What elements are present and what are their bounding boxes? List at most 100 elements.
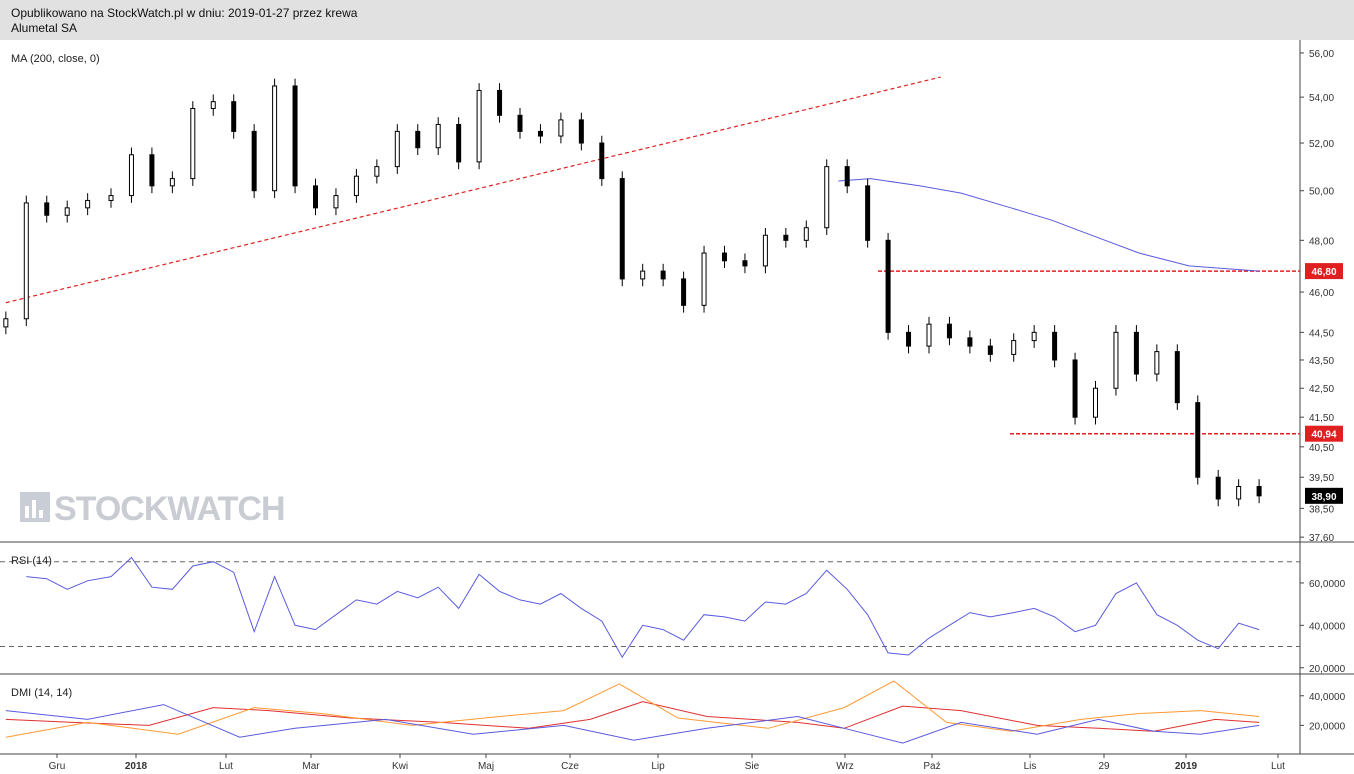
y-tick-label: 46,00 [1309,288,1334,299]
candle [3,311,9,335]
candle-body [1052,331,1058,361]
candle [844,159,850,194]
candle [44,195,50,223]
y-tick-label: 20,0000 [1309,721,1346,732]
candle-body [762,234,768,267]
candle-body [844,166,850,187]
candle [619,171,625,287]
candle [108,188,114,208]
candle [64,200,70,223]
y-tick-label: 39,50 [1309,473,1334,484]
y-tick-label: 52,00 [1309,139,1334,150]
candle-body [1133,331,1139,375]
x-tick-label: Lip [651,761,665,772]
candle-body [599,142,605,180]
x-tick-label: Wrz [836,761,854,772]
candle [906,325,912,354]
level-label-box [1305,425,1343,442]
candle [701,245,707,313]
y-tick-label: 50,00 [1309,187,1334,198]
candle-body [64,207,70,216]
candle-body [640,270,646,280]
candle-body [85,199,91,209]
candle [1133,325,1139,382]
y-tick-label: 48,00 [1309,236,1334,247]
candle-body [313,185,319,209]
candle-body [803,227,809,241]
y-tick-label: 43,50 [1309,356,1334,367]
candle [394,124,400,174]
candle [640,263,646,287]
candle-body [149,154,155,187]
candle [824,159,830,236]
x-tick-label: 2018 [125,761,148,772]
y-tick-label: 56,00 [1309,49,1334,60]
candle [681,271,687,313]
trendline [5,76,941,304]
candle-body [578,119,584,144]
candle [1093,380,1099,425]
candle [353,168,359,203]
candle [231,94,237,139]
candle [476,83,482,170]
candle [967,330,973,354]
candle-body [783,234,789,241]
y-tick-label: 41,50 [1309,413,1334,424]
candle-body [721,252,727,262]
candle-body [23,202,29,320]
rsi-line [26,556,1260,659]
y-tick-label: 60,0000 [1309,579,1346,590]
candle [497,83,503,123]
candle [987,338,993,362]
y-tick-label: 20,0000 [1309,664,1346,675]
x-tick-label: Paź [923,761,940,772]
candle [1113,325,1119,396]
candle-body [231,101,237,132]
candle [1011,333,1017,362]
level-label: 46,80 [1311,267,1336,278]
candle [762,227,768,274]
candle-body [885,239,891,333]
candle [23,195,29,327]
candle-body [742,260,748,267]
stockwatch-watermark: STOCKWATCH [20,490,286,528]
candle [374,159,380,184]
candle [1215,469,1221,507]
y-tick-label: 44,50 [1309,328,1334,339]
candle-body [497,89,503,116]
candle-body [926,323,932,347]
candle-body [1256,485,1262,497]
y-tick-label: 40,0000 [1309,621,1346,632]
candle-body [1072,359,1078,418]
candle-body [251,130,257,192]
candle-body [476,89,482,163]
candle-body [1174,351,1180,404]
candle-body [108,195,114,201]
x-tick-label: Kwi [392,761,408,772]
candle [272,78,278,199]
y-tick-label: 40,50 [1309,443,1334,454]
candle-body [987,345,993,355]
last-price-label: 38,90 [1311,492,1336,503]
candle [415,124,421,156]
publication-info: Opublikowano na StockWatch.pl w dniu: 20… [11,6,358,20]
candle-body [394,130,400,168]
y-tick-label: 54,00 [1309,93,1334,104]
candle [169,171,175,194]
candle [1154,344,1160,382]
plus-di-line [5,680,1260,738]
candle-body [906,331,912,347]
candle-body [660,270,666,280]
x-tick-label: Maj [478,761,494,772]
candle-body [946,323,952,339]
candle-body [517,114,523,132]
candle-body [190,107,196,180]
x-tick-label: Lut [219,761,233,772]
candle-body [456,123,462,163]
candle-body [1236,485,1242,500]
candle-body [292,85,298,187]
candle-body [1031,331,1037,342]
x-tick-label: Sie [745,761,760,772]
candle [742,253,748,274]
